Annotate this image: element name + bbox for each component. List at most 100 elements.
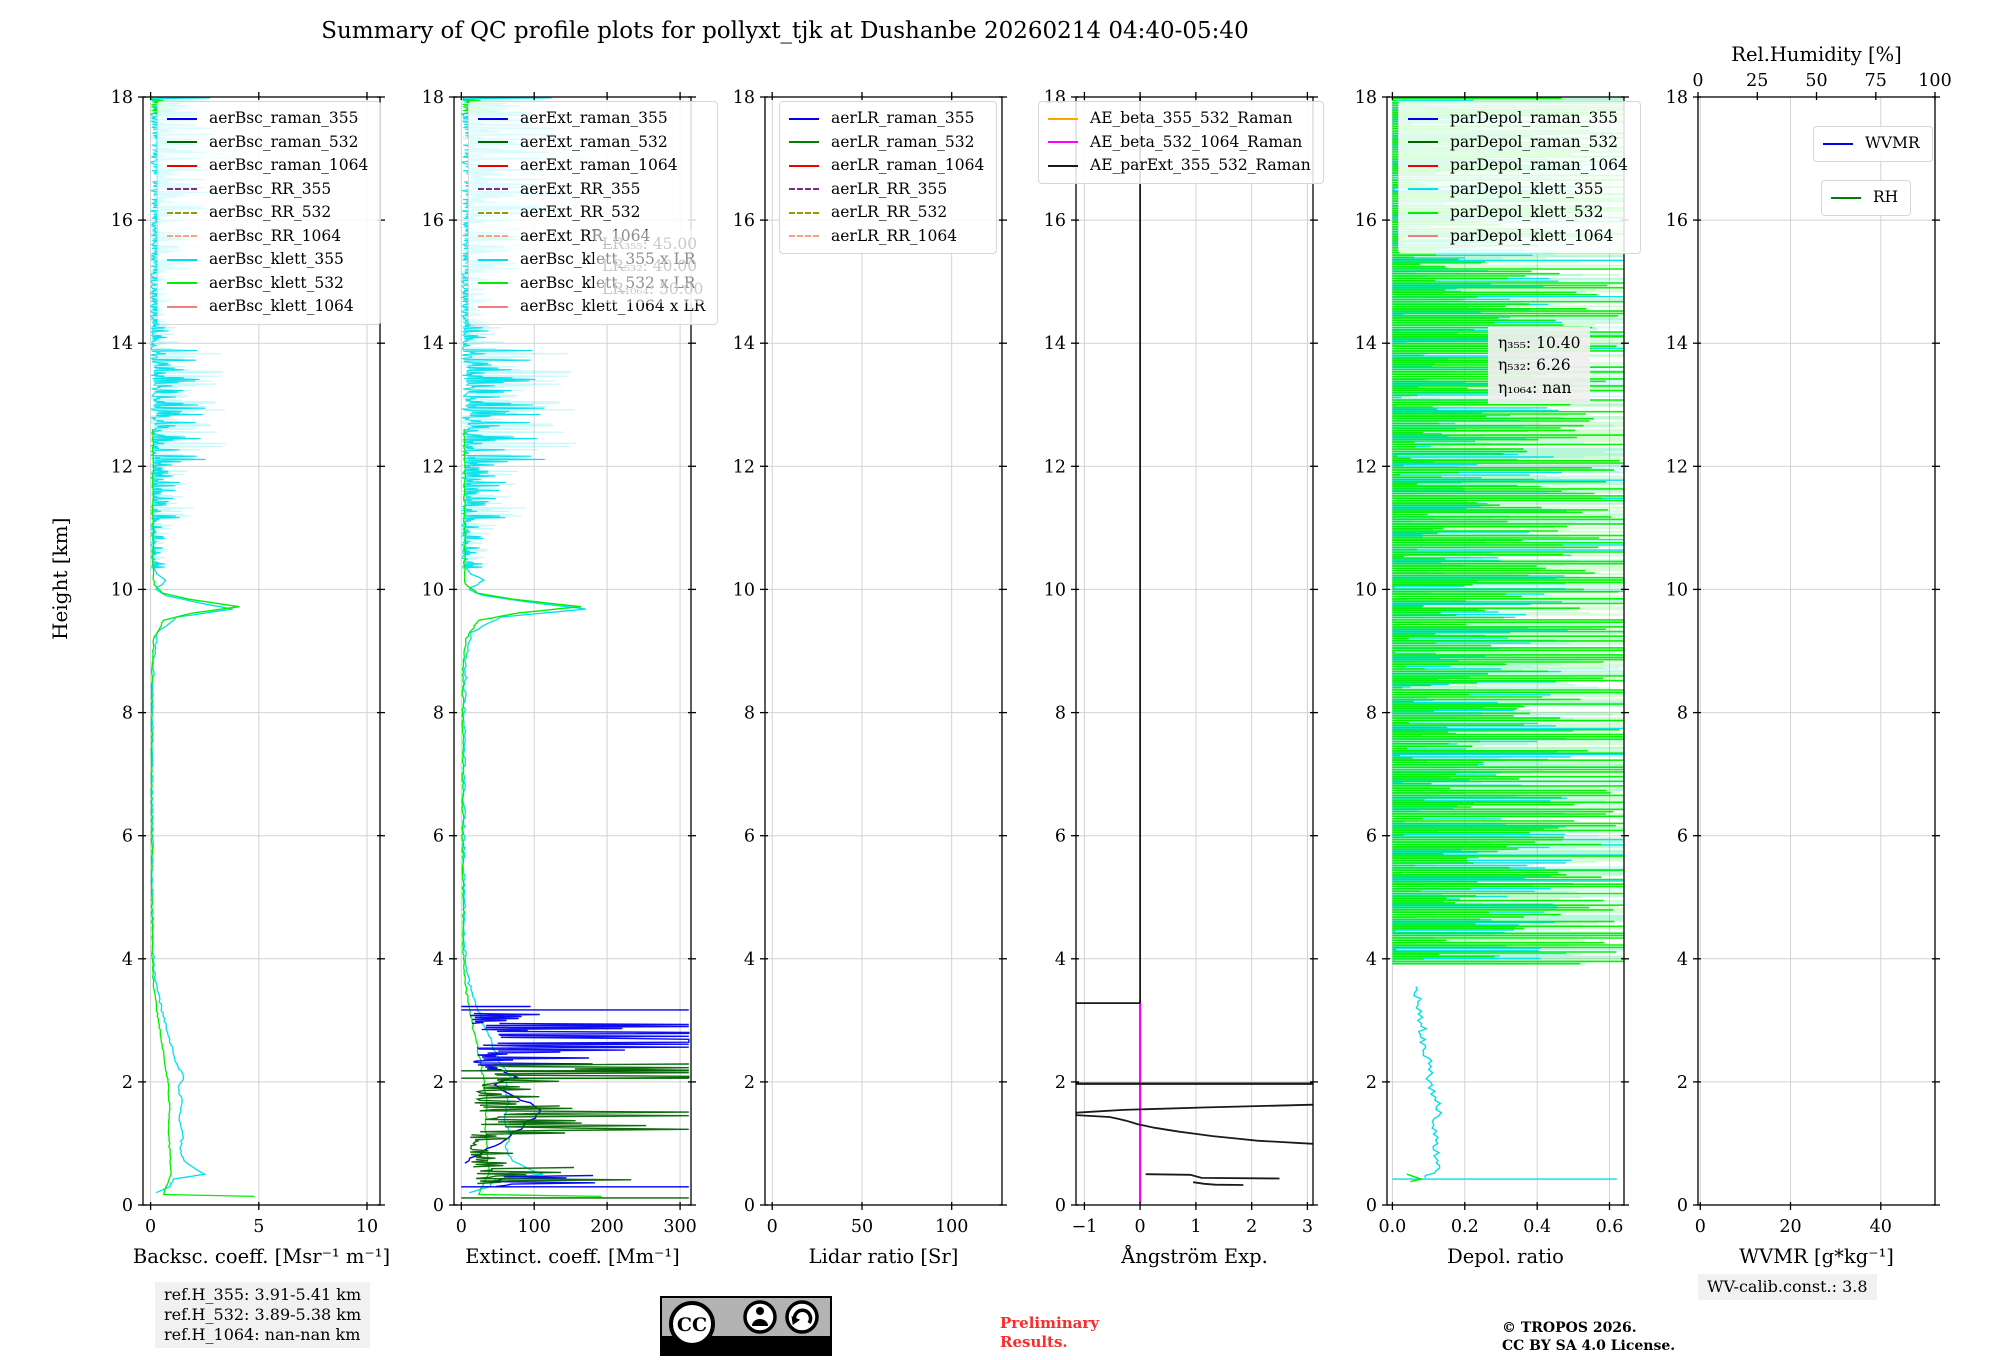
panel-5-top-xlabel: Rel.Humidity [%] [1731,43,1901,66]
legend-label: parDepol_klett_355 [1450,179,1604,198]
axis-tick-label: 0.0 [1378,1217,1406,1237]
preliminary-results-note: Preliminary Results. [1000,1314,1099,1352]
legend-line-swatch [1408,211,1438,214]
legend-item: AE_beta_532_1064_Raman [1048,134,1311,151]
legend-line-swatch [478,117,508,120]
legend-label: aerExt_RR_355 [520,179,641,198]
legend-line-swatch [478,305,508,308]
legend-line-swatch [478,282,508,285]
legend-item: parDepol_klett_532 [1408,204,1628,221]
legend-line-swatch [1408,117,1438,120]
legend-line-swatch [478,164,508,167]
cc-circle-icon [669,1301,715,1347]
legend-label: aerExt_raman_532 [520,132,668,151]
legend-line-swatch [478,141,508,144]
panel-3-series [1076,97,1313,1204]
axis-tick-label: 6 [744,827,755,847]
legend-line-swatch [1408,141,1438,144]
legend-item: aerLR_RR_532 [789,204,984,221]
axis-tick-label: −1 [1071,1217,1097,1237]
axis-tick-label: 4 [1677,950,1688,970]
panel-2-labels: 0 50 100 0 2 4 6 8 10 12 14 16 18 Lidar ratio [Sr] [733,88,969,1268]
legend-label: aerExt_RR_532 [520,203,641,221]
legend-item: AE_parExt_355_532_Raman [1048,157,1311,174]
legend-item: aerLR_RR_355 [789,181,984,198]
panel-5-axes [1693,92,1940,1210]
axis-tick-label: 4 [1055,950,1066,970]
axis-tick-label: 20 [1779,1217,1801,1237]
panel-4-axes [1382,92,1629,1210]
preliminary-line1: Preliminary [1000,1314,1099,1332]
series-aerExt_raman_355_noise [470,1012,690,1072]
axis-tick-label: 2 [1246,1217,1257,1237]
legend-label: aerExt_raman_355 [520,109,668,127]
legend-label: aerExt_raman_1064 [520,156,678,174]
series-aerBsc_klett_532_x_LR [461,429,602,1198]
series-aerBsc_klett_532_topnoise [150,97,182,116]
axis-tick-label: 1 [1190,1217,1201,1237]
axis-tick-label: 16 [1355,211,1377,231]
legend-item: AE_beta_355_532_Raman [1048,109,1311,127]
legend-line-swatch [1831,196,1861,199]
legend-line-swatch [789,117,819,120]
axis-tick-label: 40 [1870,1217,1892,1237]
axis-tick-label: 0.4 [1523,1217,1551,1237]
axis-tick-label: 16 [1044,211,1066,231]
panel-5-legend: WVMR [1813,126,1933,162]
panel-0-xlabel: Backsc. coeff. [Msr⁻¹ m⁻¹] [133,1245,390,1268]
panel-4-series [1392,97,1624,1183]
legend-label: aerLR_RR_1064 [831,226,958,245]
y-axis-label: Height [km] [48,517,72,640]
series-AE_parExt_seg_a [1145,1173,1280,1180]
legend-label: aerBsc_RR_355 [209,179,332,198]
legend-item: aerBsc_raman_532 [167,134,368,151]
eta-values-annotation: η₃₅₅: 10.40 η₅₃₂: 6.26 η₁₀₆₄: nan [1488,327,1591,405]
axis-tick-label: 6 [122,827,133,847]
axis-tick-label: 100 [517,1217,550,1237]
lr-532-text: LR₅₃₂: 40.00 [602,257,698,276]
legend-item: aerExt_RR_355 [478,179,705,198]
tropos-line1: © TROPOS 2026. [1502,1320,1637,1336]
axis-tick-label: 18 [111,88,133,108]
legend-line-swatch [789,141,819,144]
reference-height-annotation: ref.H_355: 3.91-5.41 km ref.H_532: 3.89-… [155,1282,371,1348]
panel-5-labels: 0 20 40 0 2 4 6 8 10 12 14 16 18 WVMR [g*kg⁻¹] 0 25 50 75… [1666,43,1952,1268]
axis-tick-label: 0 [145,1217,156,1237]
axis-tick-label: 0 [1055,1196,1066,1216]
legend-line-swatch [789,164,819,167]
series-parDepol_klett_532_low [1406,1173,1425,1183]
series-AE_parExt_loop [1076,1103,1313,1145]
by-label: BY [749,1339,772,1355]
sa-arrow-icon [785,1300,819,1334]
legend-item: parDepol_raman_532 [1408,134,1628,151]
panel-0-series [149,97,255,1198]
axis-tick-label: 16 [1666,211,1688,231]
eta-355-text: η₃₅₅: 10.40 [1498,334,1581,352]
tropos-line2: CC BY SA 4.0 License. [1502,1337,1676,1354]
legend-label: WVMR [1865,134,1920,152]
axis-tick-label: 14 [1355,334,1377,354]
panel-3-legend: AE_beta_355_532_Raman AE_beta_532_1064_Ra… [1038,101,1324,184]
panel-2-grid [765,97,1002,1205]
axis-tick-label: 2 [1366,1073,1377,1093]
axis-tick-label: 18 [1355,88,1377,108]
preliminary-line2: Results. [1000,1332,1068,1351]
axis-tick-label: 8 [433,704,444,724]
axis-tick-label: 12 [733,457,755,477]
axis-tick-label: 14 [733,334,755,354]
axis-tick-label: 10 [733,580,755,600]
legend-line-swatch [1408,164,1438,167]
legend-line-swatch [478,188,508,191]
legend-item: parDepol_raman_355 [1408,110,1628,127]
legend-label: AE_beta_355_532_Raman [1090,109,1293,127]
legend-label: parDepol_klett_1064 [1450,226,1614,245]
axis-tick-label: 25 [1746,71,1768,91]
axis-tick-label: 0 [1692,71,1703,91]
axis-tick-label: 12 [1666,457,1688,477]
legend-label: aerBsc_raman_355 [209,109,359,127]
legend-label: aerBsc_raman_1064 [209,156,369,174]
axis-tick-label: 4 [1366,950,1377,970]
legend-line-swatch [167,282,197,285]
panel-0-axes [138,92,385,1210]
legend-line-swatch [1048,117,1078,120]
